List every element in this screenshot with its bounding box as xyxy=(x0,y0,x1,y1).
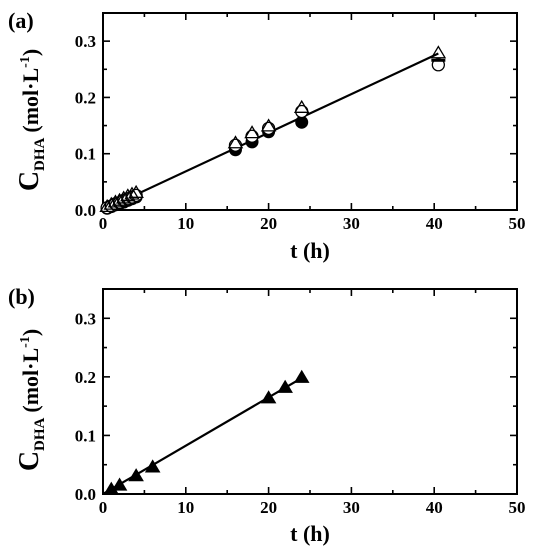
y-tick-label: 0.2 xyxy=(75,368,96,387)
y-axis-title-close: ) xyxy=(18,329,43,336)
data-point-open-triangle xyxy=(111,192,128,206)
y-axis-title-exponent: -1 xyxy=(18,336,33,348)
data-point-filled-triangle xyxy=(128,468,144,482)
y-axis-title-unit: (mol·L xyxy=(18,68,43,133)
data-point-open-triangle xyxy=(99,198,115,213)
x-tick-label: 30 xyxy=(343,498,360,517)
data-point-open-circle xyxy=(245,129,259,143)
x-tick-label: 10 xyxy=(177,214,194,233)
y-tick-label: 0.0 xyxy=(75,485,96,504)
y-tick-label: 0.1 xyxy=(75,145,96,164)
x-tick-label: 10 xyxy=(177,498,194,517)
x-tick-label: 0 xyxy=(99,498,108,517)
x-tick-label: 50 xyxy=(509,214,526,233)
x-tick-label: 40 xyxy=(426,214,443,233)
panel-1: (b) 0 10 20 30 40 50 0.0 0.1 0.2 0.3 t (h) CDHA (mol·… xyxy=(8,284,526,546)
y-axis-title-exponent: -1 xyxy=(18,56,33,68)
data-point-open-triangle xyxy=(293,99,310,113)
panel-0: (a) 0 10 20 30 40 50 0.0 0.1 0.2 0.3 t (h) CDHA (mol·… xyxy=(8,8,526,263)
x-tick-label: 20 xyxy=(260,498,277,517)
x-axis-title: t (h) xyxy=(290,521,330,546)
y-tick-label: 0.3 xyxy=(75,32,96,51)
x-tick-label: 20 xyxy=(260,214,277,233)
y-axis-title-unit: (mol·L xyxy=(18,348,43,413)
y-axis-title-close: ) xyxy=(18,49,43,56)
plot-frame xyxy=(102,288,518,495)
data-point-filled-triangle xyxy=(293,369,310,383)
data-point-open-circle xyxy=(228,138,243,152)
panel-label: (a) xyxy=(8,8,34,33)
data-point-filled-triangle xyxy=(277,379,293,393)
panel-label: (b) xyxy=(8,284,35,309)
x-tick-label: 0 xyxy=(99,214,108,233)
data-point-open-triangle xyxy=(227,135,244,149)
data-point-filled-triangle xyxy=(260,390,277,404)
y-tick-label: 0.2 xyxy=(75,88,96,107)
y-tick-label: 0.1 xyxy=(75,426,96,445)
y-axis-title-symbol: C xyxy=(14,171,45,191)
y-axis-title-symbol: C xyxy=(14,451,45,471)
y-tick-label: 0.3 xyxy=(75,309,96,328)
y-axis-title-subscript: DHA xyxy=(32,137,48,171)
data-point-open-circle xyxy=(261,121,276,136)
y-axis-title-subscript: DHA xyxy=(32,417,48,451)
data-point-open-triangle xyxy=(244,125,260,139)
data-point-open-triangle xyxy=(124,186,140,200)
x-axis-title: t (h) xyxy=(290,238,330,263)
x-tick-label: 40 xyxy=(426,498,443,517)
data-point-open-triangle xyxy=(430,45,447,59)
y-axis-title: CDHA (mol·L-1) xyxy=(14,49,48,191)
x-tick-label: 50 xyxy=(509,498,526,517)
x-tick-label: 30 xyxy=(343,214,360,233)
data-point-open-triangle xyxy=(128,184,144,198)
data-point-filled-triangle xyxy=(111,477,128,491)
y-tick-label: 0.0 xyxy=(75,201,96,220)
y-axis-title: CDHA (mol·L-1) xyxy=(14,329,48,471)
data-point-open-triangle xyxy=(260,118,277,132)
data-point-filled-triangle xyxy=(144,459,161,473)
